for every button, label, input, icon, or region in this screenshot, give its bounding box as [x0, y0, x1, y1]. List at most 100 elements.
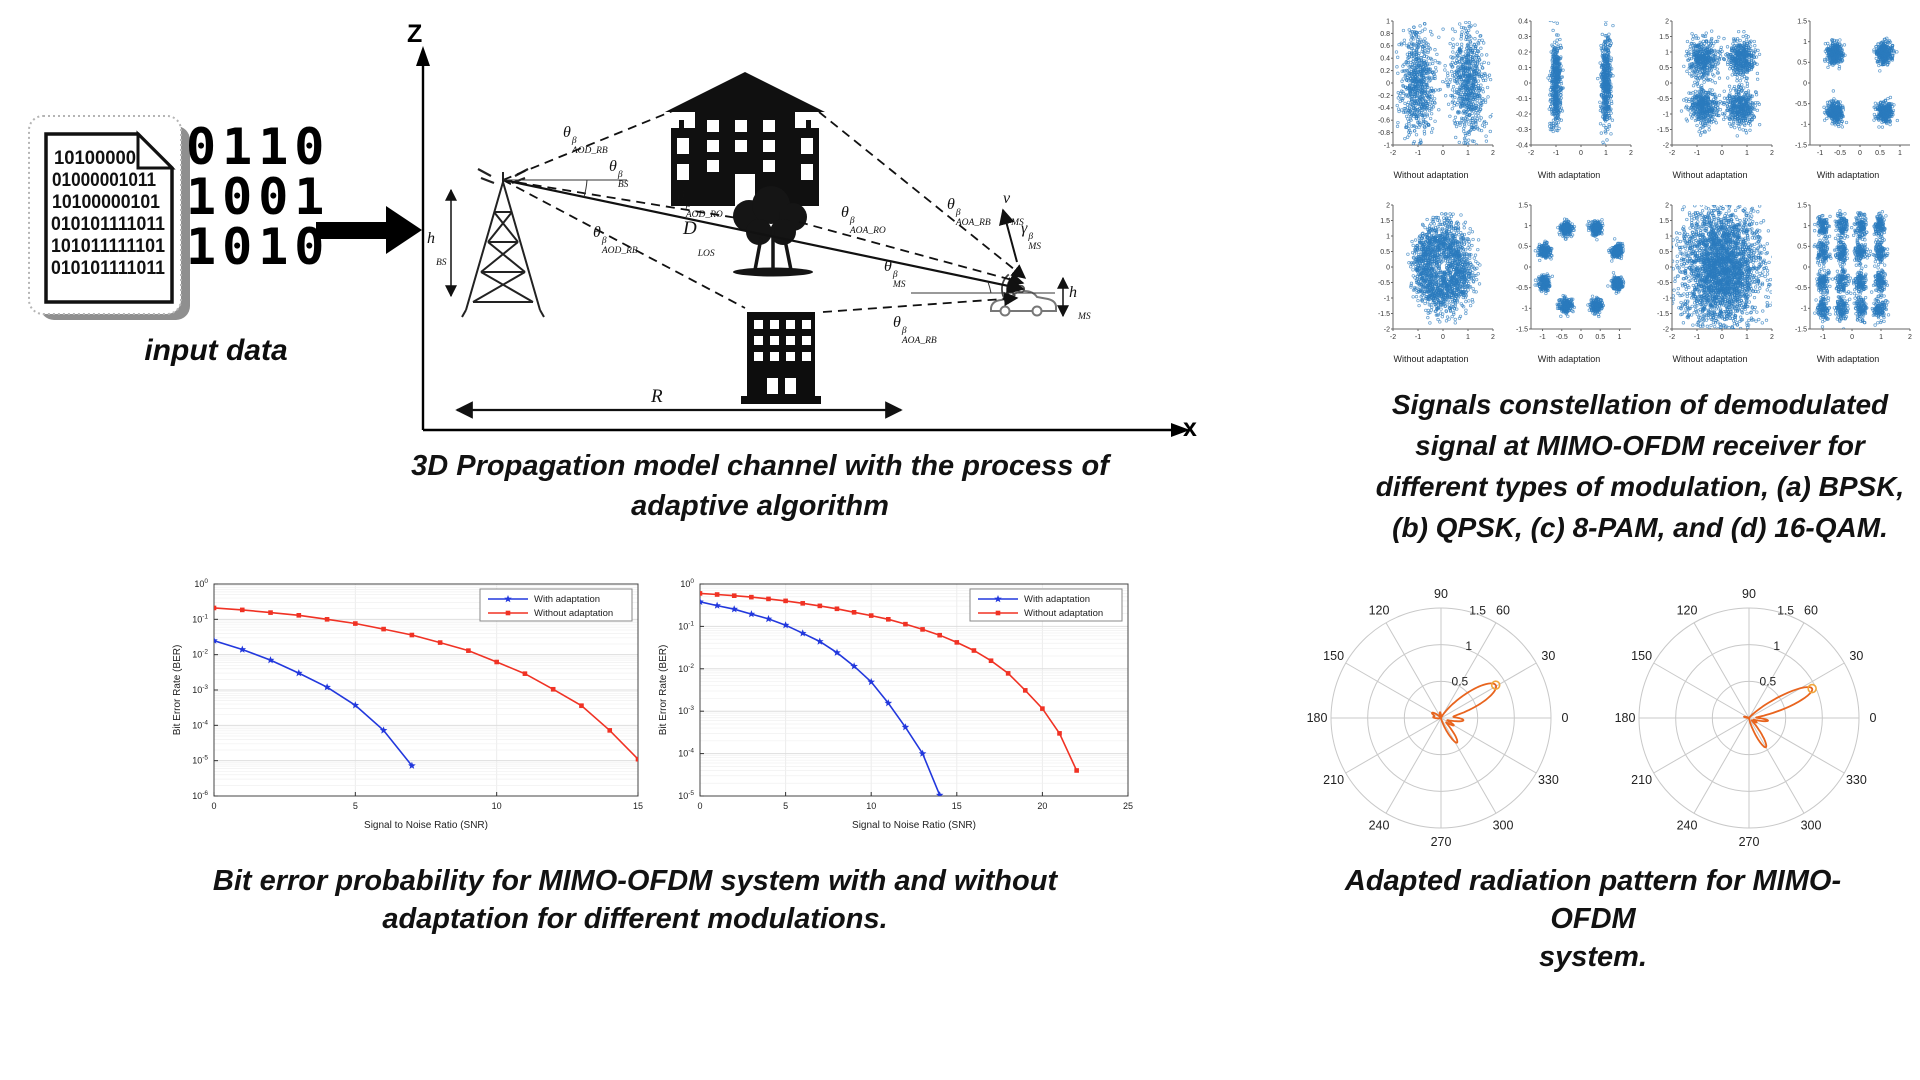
svg-text:10: 10 — [492, 801, 502, 811]
binary-digits-row: 0110 — [186, 118, 331, 176]
series-without-adaptation — [214, 605, 638, 762]
x-axis — [423, 423, 1190, 437]
panel-label: With adaptation — [1816, 170, 1880, 180]
caption-line: Adapted radiation pattern for MIMO-OFDM — [1344, 865, 1842, 935]
angle-tick-label: 180 — [1307, 711, 1328, 725]
svg-text:Without adaptation: Without adaptation — [534, 608, 613, 619]
label-h-bs: h BS — [427, 230, 447, 268]
label-gamma-ms: γ β MS — [1021, 220, 1041, 252]
document-fold-corner — [136, 130, 176, 170]
angle-tick-label: 210 — [1631, 773, 1652, 787]
binary-line: 010101111011 — [51, 214, 165, 235]
ber-chart-2: 0 5 10 15 20 25 100 10-1 10-2 10-3 10-4 10-5 Signal … — [654, 576, 1140, 834]
scatter-plot-8pam-without — [1363, 200, 1499, 358]
input-data-figure: 10100000 01000001011 10100000101 0101011… — [0, 0, 440, 400]
svg-text:10-4: 10-4 — [678, 748, 694, 759]
polar-chart-1: 0 30 60 90 120 150 180 210 240 270 300 330 0.5 1 1.5 — [1290, 570, 1592, 862]
radius-tick-label: 1.5 — [1777, 603, 1794, 617]
svg-text:10-3: 10-3 — [192, 684, 208, 695]
angle-reference-lines — [503, 179, 1055, 294]
svg-text:10-5: 10-5 — [192, 755, 208, 766]
angle-label-aoa-rb-upper: θ β AOA_RB — [947, 196, 991, 228]
flow-arrow-head — [386, 206, 422, 254]
tree-icon — [733, 186, 813, 277]
caption-line: Bit error probability for MIMO-OFDM syst… — [212, 865, 1058, 897]
angle-tick-label: 270 — [1739, 835, 1760, 849]
radius-tick-label: 1 — [1773, 639, 1780, 653]
constellation-group-qpsk: Without adaptation With adaptation — [1642, 16, 1918, 194]
binary-line: 010101111011 — [51, 258, 165, 279]
legend: With adaptation Without adaptation — [969, 588, 1123, 622]
binary-digits-row: 1010 — [186, 218, 331, 276]
svg-text:With adaptation: With adaptation — [534, 594, 600, 605]
polar-caption: Adapted radiation pattern for MIMO-OFDM … — [1308, 862, 1878, 976]
document-page — [44, 132, 174, 304]
angle-label-aod-ro: θ β AOD_RO — [677, 188, 723, 220]
binary-digits: 0110 1001 1010 — [186, 122, 330, 272]
svg-text:10-6: 10-6 — [192, 790, 208, 801]
angle-tick-label: 0 — [1562, 711, 1569, 725]
flow-arrow-icon — [316, 206, 426, 254]
panel-label: With adaptation — [1816, 354, 1880, 364]
constellation-group-bpsk: Without adaptation With adaptation — [1363, 16, 1639, 194]
propagation-diagram-drawing — [416, 46, 1190, 437]
svg-text:10-5: 10-5 — [678, 790, 694, 801]
y-axis-title: Bit Error Rate (BER) — [172, 645, 183, 736]
propagation-rays — [502, 109, 1027, 313]
series-with-adaptation — [214, 636, 416, 769]
binary-line: 01000001011 — [52, 170, 156, 191]
svg-text:With adaptation: With adaptation — [1024, 594, 1090, 605]
angle-tick-label: 30 — [1541, 649, 1555, 663]
ber-chart-svg: 0 5 10 15 100 10-1 10-2 10-3 10-4 10-5 10-6 Signal … — [172, 578, 643, 831]
polar-chart-2: 0 30 60 90 120 150 180 210 240 270 300 330 0.5 1 1.5 — [1598, 570, 1900, 862]
constellation-panel: With adaptation — [1501, 16, 1639, 192]
svg-text:10-1: 10-1 — [678, 620, 694, 631]
svg-text:5: 5 — [783, 801, 788, 811]
panel-label: Without adaptation — [1393, 354, 1469, 364]
angle-label-bs: θ β BS — [609, 158, 629, 190]
label-r-distance: R — [651, 386, 663, 407]
angle-tick-label: 330 — [1538, 773, 1559, 787]
constellation-panel: With adaptation — [1501, 200, 1639, 376]
ber-caption: Bit error probability for MIMO-OFDM syst… — [205, 862, 1065, 938]
radius-tick-label: 1.5 — [1469, 603, 1486, 617]
peak-marker — [1807, 683, 1817, 694]
constellation-panel: Without adaptation — [1363, 16, 1501, 192]
angle-label-aoa-ro: θ β AOA_RO — [841, 204, 886, 236]
constellation-group-8pam: Without adaptation With adaptation — [1363, 200, 1639, 378]
document-binary-lines: 10100000 01000001011 10100000101 0101011… — [51, 148, 165, 279]
angle-label-aod-rb-lower: θ β AOD_RB — [593, 224, 638, 256]
svg-text:10: 10 — [866, 801, 876, 811]
z-axis — [416, 46, 430, 430]
x-axis-title: Signal to Noise Ratio (SNR) — [364, 820, 488, 831]
label-v-ms: v MS — [1003, 190, 1024, 228]
panel-label: Without adaptation — [1672, 354, 1748, 364]
panel-label: With adaptation — [1537, 170, 1601, 180]
caption-line: 3D Propagation model channel with the pr… — [411, 450, 1109, 482]
angle-label-aoa-rb-lower: θ β AOA_RB — [893, 314, 937, 346]
constellation-group-16qam: Without adaptation With adaptation — [1642, 200, 1918, 378]
svg-text:15: 15 — [633, 801, 643, 811]
caption-line: signal at MIMO-OFDM receiver for — [1415, 430, 1865, 461]
svg-text:0: 0 — [697, 801, 702, 811]
constellation-caption: Signals constellation of demodulated sig… — [1368, 384, 1912, 548]
angle-tick-label: 150 — [1323, 649, 1344, 663]
building-icon-bottom — [741, 312, 821, 404]
peak-marker — [1490, 680, 1501, 690]
angle-label-ms: θ β MS — [884, 258, 906, 290]
binary-line: 101011111101 — [51, 236, 165, 257]
angle-tick-label: 300 — [1493, 818, 1514, 832]
caption-line: adaptive algorithm — [631, 490, 889, 522]
scatter-plot-qpsk-without — [1642, 16, 1778, 174]
svg-text:10-1: 10-1 — [192, 613, 208, 624]
angle-tick-label: 300 — [1801, 818, 1822, 832]
svg-text:20: 20 — [1037, 801, 1047, 811]
y-axis-title: Bit Error Rate (BER) — [658, 645, 669, 736]
svg-text:10-4: 10-4 — [192, 719, 208, 730]
constellation-panel: Without adaptation — [1642, 200, 1780, 376]
svg-text:25: 25 — [1123, 801, 1133, 811]
svg-text:Without adaptation: Without adaptation — [1024, 608, 1103, 619]
radius-tick-label: 0.5 — [1452, 674, 1469, 688]
binary-line: 10100000101 — [52, 192, 160, 213]
angle-tick-label: 60 — [1496, 604, 1510, 618]
